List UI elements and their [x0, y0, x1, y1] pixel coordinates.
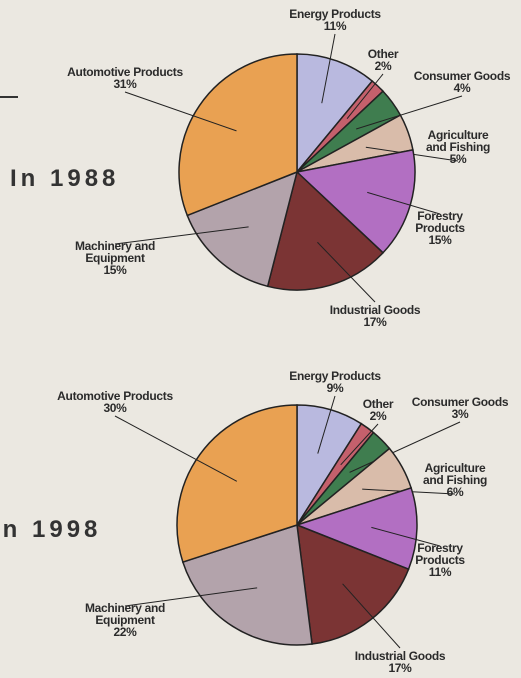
- slice-label: Agriculture and Fishing 5%: [418, 129, 498, 165]
- value-label: 11%: [323, 19, 347, 33]
- category-name: Industrial Goods: [329, 303, 421, 317]
- value-label: 15%: [428, 233, 452, 247]
- value-label: 17%: [363, 315, 387, 329]
- value-label: 5%: [449, 152, 467, 166]
- category-name: Machinery and Equipment: [84, 601, 166, 627]
- leader-line: [346, 73, 384, 119]
- category-name: Machinery and Equipment: [74, 239, 156, 265]
- pie-slice: [294, 486, 418, 571]
- leader-line: [114, 226, 249, 245]
- leader-line: [342, 583, 401, 649]
- pie-slice: [296, 53, 374, 175]
- leader-line: [340, 423, 379, 466]
- value-label: 2%: [374, 59, 392, 73]
- pie-slice: [176, 404, 298, 564]
- leader-line: [356, 95, 463, 130]
- value-label: 2%: [369, 409, 387, 423]
- pie-slice: [186, 170, 299, 288]
- leader-line: [371, 526, 441, 547]
- category-name: Other: [367, 47, 399, 61]
- category-name: Energy Products: [289, 7, 381, 21]
- category-name: Consumer Goods: [411, 395, 509, 409]
- leader-line: [317, 395, 336, 454]
- category-name: Energy Products: [289, 369, 381, 383]
- pie-slice: [266, 170, 385, 291]
- slice-label: Other 2%: [363, 48, 403, 72]
- slice-label: Agriculture and Fishing 6%: [415, 462, 495, 498]
- leader-line: [124, 587, 258, 607]
- slice-label: Automotive Products 31%: [55, 66, 195, 90]
- leader-line: [367, 191, 441, 215]
- value-label: 30%: [103, 401, 127, 415]
- slice-label: Forestry Products 15%: [405, 210, 475, 246]
- value-label: 3%: [451, 407, 469, 421]
- pie-slice: [296, 523, 410, 645]
- category-name: Other: [362, 397, 394, 411]
- value-label: 6%: [446, 485, 464, 499]
- pie-slice: [181, 524, 313, 646]
- slice-label: Other 2%: [358, 398, 398, 422]
- leader-line: [124, 91, 237, 132]
- leader-line: [317, 241, 376, 303]
- leader-line: [321, 33, 336, 104]
- slice-label: Energy Products 11%: [285, 8, 385, 32]
- value-label: 31%: [113, 77, 137, 91]
- category-name: Consumer Goods: [413, 69, 511, 83]
- category-name: Industrial Goods: [354, 649, 446, 663]
- pie-title: In 1998: [0, 516, 102, 543]
- slice-label: Machinery and Equipment 22%: [80, 602, 170, 638]
- slice-label: Consumer Goods 3%: [405, 396, 515, 420]
- category-name: Forestry Products: [415, 209, 465, 235]
- category-name: Automotive Products: [67, 65, 183, 79]
- slice-label: Automotive Products 30%: [45, 390, 185, 414]
- pie-slice: [178, 53, 298, 217]
- slice-label: Consumer Goods 4%: [407, 70, 517, 94]
- leader-line: [114, 415, 238, 482]
- value-label: 15%: [103, 263, 127, 277]
- value-label: 9%: [326, 381, 344, 395]
- slice-label: Machinery and Equipment 15%: [70, 240, 160, 276]
- value-label: 4%: [453, 81, 471, 95]
- value-label: 11%: [428, 565, 452, 579]
- value-label: 17%: [388, 661, 412, 675]
- slice-label: Energy Products 9%: [285, 370, 385, 394]
- leader-line: [349, 421, 461, 473]
- category-name: Automotive Products: [57, 389, 173, 403]
- slice-label: Forestry Products 11%: [405, 542, 475, 578]
- value-label: 22%: [113, 625, 137, 639]
- slice-label: Industrial Goods 17%: [345, 650, 455, 674]
- category-name: Agriculture and Fishing: [422, 461, 488, 487]
- slice-label: Industrial Goods 17%: [320, 304, 430, 328]
- pie-title: In 1988: [10, 165, 120, 192]
- category-name: Agriculture and Fishing: [425, 128, 491, 154]
- category-name: Forestry Products: [415, 541, 465, 567]
